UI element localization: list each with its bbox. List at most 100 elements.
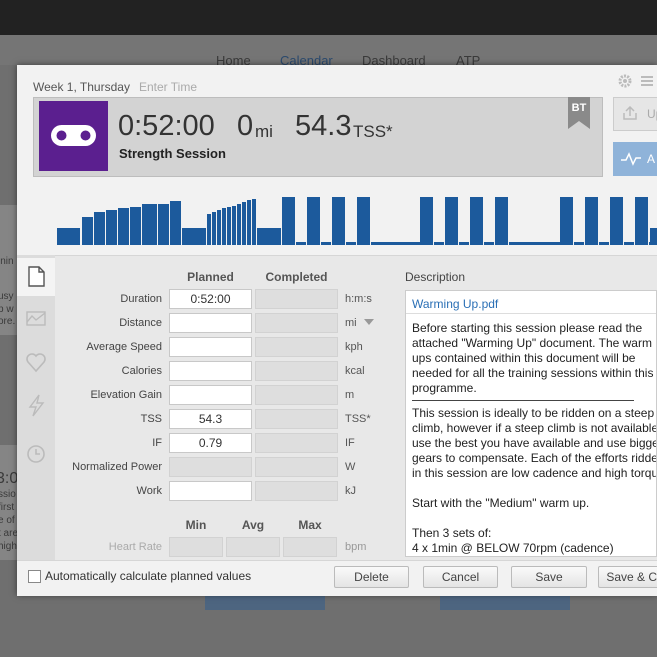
footer-button[interactable]: Cancel [423, 566, 498, 588]
analyze-label[interactable]: A [647, 152, 656, 166]
field-label: Distance [119, 317, 162, 329]
sport-icon [39, 101, 108, 171]
description-line: programme. [412, 381, 477, 395]
unit-label: mi [345, 317, 357, 329]
field-label: Average Speed [86, 341, 162, 353]
background-fragment: usy [0, 291, 14, 302]
planned-input[interactable] [169, 361, 252, 381]
range-input [169, 537, 223, 557]
planned-input[interactable]: 54.3 [169, 409, 252, 429]
day-label: Week 1, Thursday [33, 80, 130, 94]
badge: BT [571, 102, 587, 114]
completed-input [255, 337, 338, 357]
range-input [283, 537, 337, 557]
field-label: TSS [140, 413, 162, 425]
background-panel [0, 445, 17, 560]
footer-button[interactable]: Save & Cl [598, 566, 657, 588]
description-line: Start with the "Medium" warm up. [412, 496, 590, 510]
workout-title: Strength Session [119, 146, 226, 161]
unit-label: kcal [345, 365, 365, 377]
description-box[interactable]: Warming Up.pdf Before starting this sess… [405, 290, 657, 557]
background-fragment: 3:0 [0, 470, 19, 487]
paragraph: This session is ideally to be ridden on … [412, 406, 657, 481]
planned-input[interactable]: 0.79 [169, 433, 252, 453]
field-label: Heart Rate [108, 541, 162, 553]
description-heading: Description [405, 270, 466, 284]
background-panel [0, 205, 17, 335]
description-line: in this session are low cadence and high… [412, 466, 657, 480]
background-fragment: inin [0, 256, 14, 267]
planned-input[interactable]: 0:52:00 [169, 289, 252, 309]
planned-input [169, 457, 252, 477]
background-fragment: ore. [0, 316, 16, 327]
description-text: Before starting this session please read… [412, 321, 657, 556]
toolbar-icons[interactable] [617, 73, 657, 91]
background-fragment: e of [0, 515, 15, 526]
workout-modal: Week 1, Thursday Enter Time 0:52:00 0 mi… [17, 65, 657, 596]
column-header: Planned [187, 270, 234, 284]
range-header: Min [185, 518, 207, 532]
description-line: Before starting this session please read… [412, 321, 643, 335]
nav-item[interactable]: Dashboard [362, 53, 426, 68]
summary-distance: 0 [237, 110, 254, 142]
completed-input [255, 433, 338, 453]
description-line: needed for all the training sessions wit… [412, 366, 654, 380]
description-line: 4 x 1min @ BELOW 70rpm (cadence) [412, 541, 614, 555]
planned-input[interactable] [169, 481, 252, 501]
unit-label: h:m:s [345, 293, 372, 305]
completed-input [255, 385, 338, 405]
unit-dropdown[interactable] [364, 319, 374, 325]
upload-label[interactable]: Up [647, 107, 657, 121]
range-header: Max [298, 518, 322, 532]
paragraph: Start with the "Medium" warm up. [412, 496, 656, 511]
summary-duration: 0:52:00 [118, 110, 215, 142]
nav-item[interactable]: ATP [456, 53, 481, 68]
summary-box [33, 97, 603, 177]
description-line: use the best you have available and use … [412, 436, 657, 450]
unit-label: kJ [345, 485, 356, 497]
planned-input[interactable] [169, 385, 252, 405]
range-header: Avg [241, 518, 265, 532]
background-fragment: first [0, 502, 15, 513]
background-fragment: ssio [0, 489, 16, 500]
footer-button[interactable]: Delete [334, 566, 409, 588]
analyze-icon [621, 152, 641, 166]
time-input[interactable]: Enter Time [139, 80, 198, 94]
nav-bar [0, 35, 657, 65]
completed-input [255, 289, 338, 309]
planned-input[interactable] [169, 313, 252, 333]
description-line: ups contained within this document will … [412, 351, 636, 365]
background-bars [205, 596, 325, 610]
paragraph: Before starting this session please read… [412, 321, 654, 401]
nav-item[interactable]: Calendar [280, 53, 333, 68]
top-bar [0, 0, 657, 35]
unit-label: IF [345, 437, 355, 449]
attachment-link[interactable]: Warming Up.pdf [412, 297, 499, 311]
upload-icon [623, 106, 637, 120]
paragraph: Then 3 sets of: 4 x 1min @ BELOW 70rpm (c… [412, 526, 656, 556]
sidebar-icons[interactable] [17, 258, 55, 468]
planned-input[interactable] [169, 337, 252, 357]
checkbox[interactable] [28, 570, 41, 583]
summary-tss-unit: TSS* [353, 122, 393, 141]
field-label: Elevation Gain [90, 389, 162, 401]
unit-label: bpm [345, 541, 367, 553]
footer-button[interactable]: Save [511, 566, 587, 588]
completed-input [255, 457, 338, 477]
completed-input [255, 409, 338, 429]
column-header: Completed [265, 270, 328, 284]
description-line: gears to compensate. Each of the efforts… [412, 451, 657, 465]
background-fragment: p w [0, 304, 14, 315]
description-line: attached "Warming Up" document. The warm [412, 336, 652, 350]
background-fragment: high [0, 541, 17, 552]
field-label: Calories [121, 365, 162, 377]
background-bars [440, 596, 570, 610]
unit-label: TSS* [345, 413, 371, 425]
workout-structure [57, 197, 657, 245]
nav-item[interactable]: Home [216, 53, 251, 68]
field-label: Duration [120, 293, 162, 305]
range-input [226, 537, 280, 557]
checkbox-label[interactable]: Automatically calculate planned values [45, 569, 252, 583]
upload-button[interactable] [613, 97, 657, 131]
completed-input [255, 313, 338, 333]
